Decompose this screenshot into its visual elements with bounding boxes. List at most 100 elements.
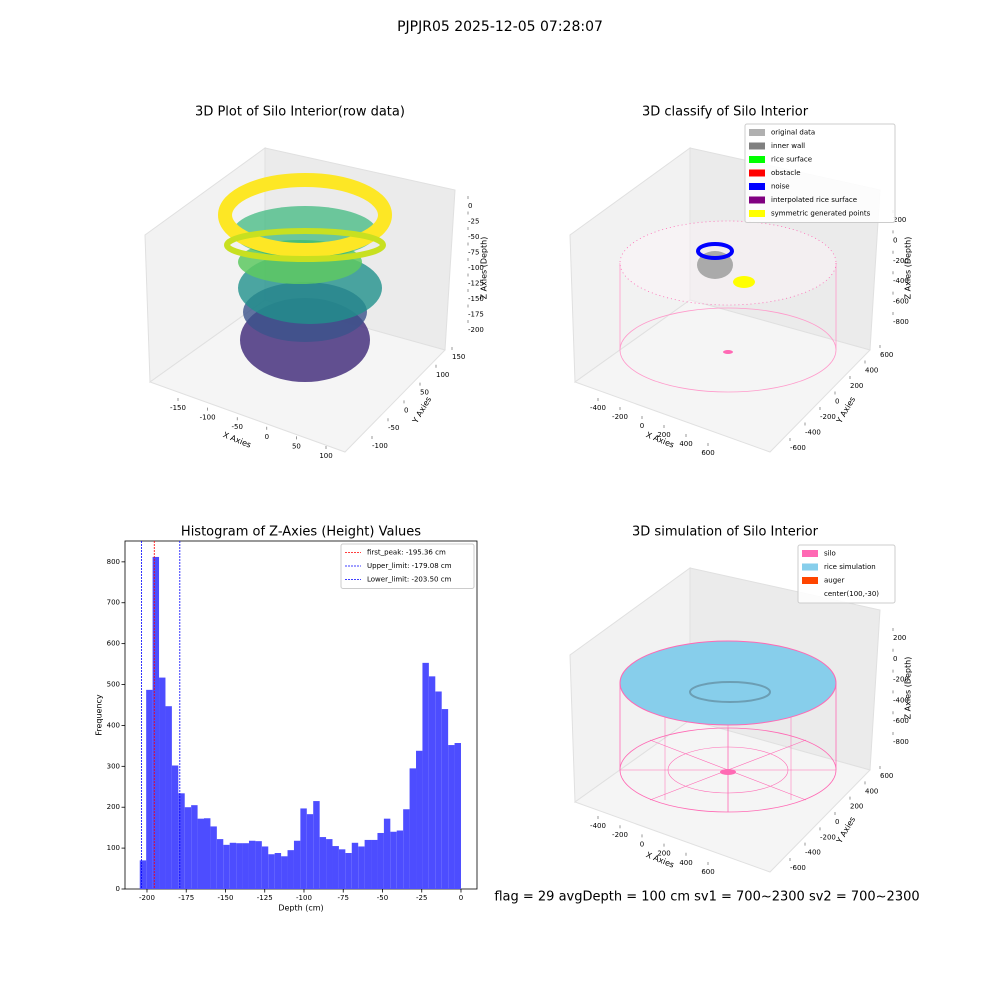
tick-label: -150: [170, 404, 186, 412]
y-tick-label: 0: [116, 885, 120, 893]
bar: [139, 860, 147, 889]
bar: [191, 805, 198, 889]
bar: [184, 807, 192, 889]
tick-label: 400: [679, 440, 692, 448]
silo-wire: [720, 769, 736, 775]
point-cloud: [733, 276, 755, 288]
tick-label: 0: [640, 422, 644, 430]
bar: [403, 809, 410, 889]
tick-label: -50: [468, 233, 479, 241]
bar: [248, 840, 256, 889]
x-axis-label: Depth (cm): [278, 904, 323, 913]
chart-title: 3D Plot of Silo Interior(row data): [195, 105, 405, 120]
y-tick-label: 300: [107, 762, 120, 770]
tick-label: -200: [893, 676, 909, 684]
point-cloud: [224, 228, 386, 262]
pane: [573, 299, 871, 453]
bar: [293, 840, 301, 889]
tick-label: -600: [893, 717, 909, 725]
x-tick-label: -150: [218, 894, 234, 902]
legend-label: interpolated rice surface: [771, 196, 857, 204]
tick-label: 0: [893, 236, 897, 244]
tick-label: -600: [790, 864, 806, 872]
bar: [171, 765, 179, 889]
legend-patch: [749, 142, 765, 150]
legend-label: original data: [771, 129, 815, 137]
chart-title: 3D simulation of Silo Interior: [632, 525, 819, 540]
y-tick-label: 500: [107, 681, 120, 689]
tick-label: -800: [893, 738, 909, 746]
tick-label: -600: [790, 444, 806, 452]
tick-label: 100: [319, 452, 332, 460]
bar: [287, 850, 294, 889]
legend-label: rice simulation: [824, 563, 876, 571]
bar: [242, 843, 249, 889]
tick-label: -800: [893, 318, 909, 326]
tick-label: -100: [372, 442, 388, 450]
legend-label: Upper_limit: -179.08 cm: [367, 562, 452, 570]
bar: [454, 743, 461, 889]
tick-label: 0: [835, 818, 839, 826]
tick-label: 50: [420, 389, 429, 397]
bar: [383, 818, 391, 889]
tick-label: -200: [820, 413, 836, 421]
bar: [319, 837, 327, 889]
bar: [338, 849, 346, 889]
bar: [210, 826, 217, 889]
legend-box: [744, 123, 896, 223]
bar: [409, 768, 417, 889]
legend-label: auger: [824, 577, 844, 585]
tick-label: 600: [701, 449, 714, 457]
axis-label: Z Axies (Depth): [904, 237, 913, 300]
tick-label: 200: [893, 634, 906, 642]
tick-label: -150: [468, 295, 484, 303]
bar: [159, 677, 166, 889]
legend-patch: [749, 156, 765, 163]
legend-patch: [749, 183, 765, 190]
bar: [236, 843, 243, 889]
bar: [428, 676, 436, 889]
bar: [229, 842, 237, 889]
tick-label: -200: [612, 831, 628, 839]
legend-label: rice surface: [771, 156, 812, 164]
tick-label: -400: [805, 429, 821, 437]
bar: [152, 556, 160, 889]
tick-label: 600: [701, 868, 714, 876]
legend-label: center(100,-30): [824, 590, 879, 598]
chart-title: 3D classify of Silo Interior: [642, 105, 809, 120]
legend-patch: [802, 563, 818, 571]
legend-patch: [802, 550, 818, 557]
bar: [345, 853, 352, 889]
bar: [204, 818, 211, 889]
bar: [364, 839, 372, 889]
legend-label: noise: [771, 183, 790, 191]
y-tick-label: 700: [107, 599, 120, 607]
bar: [390, 831, 397, 889]
tick-label: -100: [200, 414, 216, 422]
legend-label: silo: [824, 550, 836, 558]
y-axis-label: Frequency: [95, 694, 104, 736]
tick-label: -50: [231, 423, 242, 431]
tick-label: -600: [893, 298, 909, 306]
pane: [573, 719, 871, 873]
tick-label: 400: [865, 787, 878, 795]
bar: [274, 853, 282, 889]
rice-surface: [689, 681, 771, 703]
legend-patch: [749, 129, 765, 136]
legend-label: symmetric generated points: [771, 210, 871, 218]
axis-label: Z Axies (Depth): [904, 657, 913, 720]
tick-label: -200: [468, 326, 484, 334]
bar: [441, 709, 449, 889]
tick-label: 400: [679, 859, 692, 867]
legend-patch: [749, 169, 765, 177]
tick-label: -175: [468, 311, 484, 319]
bar: [223, 844, 230, 889]
x-tick-label: -125: [257, 894, 273, 902]
bar: [416, 750, 423, 889]
x-tick-label: -175: [178, 894, 194, 902]
bar: [261, 846, 269, 889]
legend-box: [340, 543, 475, 589]
tick-label: 0: [835, 398, 839, 406]
tick-label: 400: [865, 367, 878, 375]
legend-patch: [749, 196, 765, 204]
